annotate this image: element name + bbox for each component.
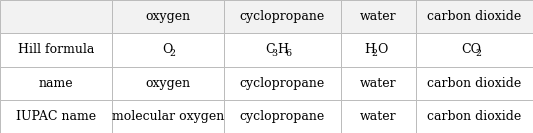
Text: C: C: [265, 43, 274, 56]
Text: water: water: [360, 110, 397, 123]
Text: name: name: [39, 77, 73, 90]
Bar: [112, 66, 224, 100]
Text: cyclopropane: cyclopropane: [240, 10, 325, 23]
Bar: [341, 100, 416, 133]
Text: O: O: [377, 43, 387, 56]
Bar: [416, 100, 533, 133]
Text: oxygen: oxygen: [146, 77, 190, 90]
Text: H: H: [278, 43, 289, 56]
Text: 6: 6: [285, 49, 291, 58]
Text: cyclopropane: cyclopropane: [240, 110, 325, 123]
Text: 2: 2: [475, 49, 481, 58]
Bar: [341, 0, 416, 33]
Bar: [224, 0, 341, 33]
Text: O: O: [162, 43, 172, 56]
Bar: [0, 33, 112, 66]
Text: molecular oxygen: molecular oxygen: [112, 110, 224, 123]
Bar: [224, 100, 341, 133]
Bar: [341, 66, 416, 100]
Text: carbon dioxide: carbon dioxide: [427, 77, 521, 90]
Text: IUPAC name: IUPAC name: [16, 110, 96, 123]
Bar: [224, 33, 341, 66]
Bar: [416, 33, 533, 66]
Text: water: water: [360, 77, 397, 90]
Text: carbon dioxide: carbon dioxide: [427, 110, 521, 123]
Text: Hill formula: Hill formula: [18, 43, 94, 56]
Bar: [416, 66, 533, 100]
Bar: [112, 33, 224, 66]
Bar: [341, 33, 416, 66]
Text: H: H: [365, 43, 376, 56]
Text: carbon dioxide: carbon dioxide: [427, 10, 521, 23]
Text: 3: 3: [271, 49, 277, 58]
Bar: [0, 0, 112, 33]
Text: water: water: [360, 10, 397, 23]
Bar: [224, 66, 341, 100]
Bar: [416, 0, 533, 33]
Text: 2: 2: [372, 49, 377, 58]
Bar: [0, 100, 112, 133]
Bar: [112, 0, 224, 33]
Text: cyclopropane: cyclopropane: [240, 77, 325, 90]
Text: 2: 2: [169, 49, 175, 58]
Text: CO: CO: [461, 43, 481, 56]
Text: oxygen: oxygen: [146, 10, 190, 23]
Bar: [112, 100, 224, 133]
Bar: [0, 66, 112, 100]
